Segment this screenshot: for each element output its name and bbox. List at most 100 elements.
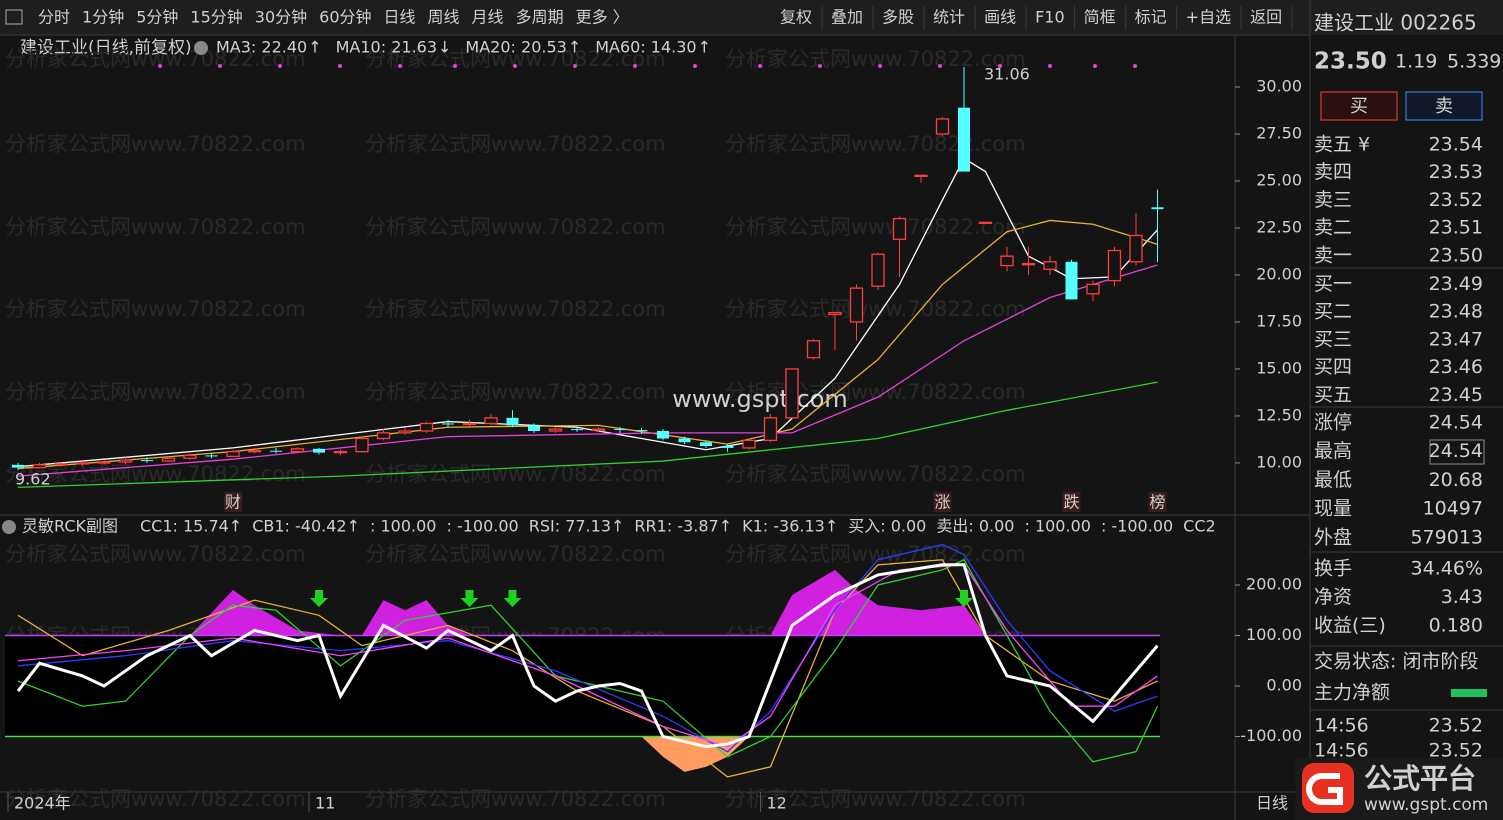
quote-label: 卖三 bbox=[1314, 189, 1352, 211]
toolbar-tab[interactable]: 15分钟 bbox=[190, 8, 242, 27]
toolbar-button[interactable]: 统计 bbox=[933, 8, 965, 27]
quote-label: 14:56 bbox=[1314, 740, 1369, 762]
quote-value: 23.54 bbox=[1429, 134, 1483, 156]
sell-label[interactable]: 卖 bbox=[1435, 96, 1453, 117]
toolbar-button[interactable]: 简框 bbox=[1084, 8, 1116, 27]
watermark: 分析家公式网www.70822.com bbox=[725, 297, 1026, 321]
toolbar-button[interactable]: 画线 bbox=[984, 8, 1016, 27]
toolbar-button[interactable]: 叠加 bbox=[831, 8, 863, 27]
quote-value: 20.68 bbox=[1429, 469, 1483, 491]
toolbar-tab[interactable]: 30分钟 bbox=[255, 8, 307, 27]
toolbar-button[interactable]: 多股 bbox=[882, 8, 914, 27]
quote-value: 23.52 bbox=[1429, 740, 1483, 762]
y-tick-label: 0.00 bbox=[1266, 676, 1302, 695]
y-tick-label: 12.50 bbox=[1256, 405, 1302, 424]
y-tick-label: 20.00 bbox=[1256, 264, 1302, 283]
candle-body bbox=[591, 428, 606, 431]
toolbar-button[interactable]: 复权 bbox=[780, 8, 812, 27]
watermark: 分析家公式网www.70822.com bbox=[725, 787, 1026, 811]
watermark: 分析家公式网www.70822.com bbox=[365, 542, 666, 566]
quote-label: 卖一 bbox=[1314, 244, 1352, 266]
quote-label: 卖二 bbox=[1314, 217, 1352, 239]
quote-label: 最低 bbox=[1314, 469, 1352, 491]
candle-body bbox=[376, 432, 391, 440]
indicator-legend: 卖出: 0.00 bbox=[936, 517, 1014, 536]
toolbar-button[interactable]: 返回 bbox=[1250, 8, 1282, 27]
logo-mark bbox=[1306, 773, 1343, 805]
marker-dot bbox=[938, 64, 942, 68]
price-annotation: 9.62 bbox=[15, 470, 51, 489]
candle-body bbox=[571, 429, 583, 431]
logo-title: 公式平台 bbox=[1364, 762, 1476, 795]
quote-value: 24.54 bbox=[1429, 412, 1483, 434]
toolbar-button[interactable]: F10 bbox=[1035, 8, 1065, 27]
marker-dot bbox=[278, 64, 282, 68]
candle-body bbox=[32, 464, 47, 469]
toolbar-tab[interactable]: 更多 〉 bbox=[576, 8, 629, 27]
quote-label: 外盘 bbox=[1314, 526, 1352, 548]
high-box bbox=[1429, 439, 1485, 465]
indicator-legend: K1: -36.13↑ bbox=[742, 517, 838, 536]
candle-body bbox=[1151, 207, 1164, 210]
event-badge bbox=[224, 492, 242, 512]
candle-body bbox=[462, 422, 477, 426]
candle-body bbox=[828, 311, 842, 316]
ma-arrow: ↑ bbox=[308, 38, 321, 57]
candle-body bbox=[1000, 255, 1014, 267]
sell-button[interactable] bbox=[1405, 91, 1483, 121]
indicator-legend: : -100.00 bbox=[1101, 517, 1173, 536]
buy-button[interactable] bbox=[1320, 91, 1398, 121]
toolbar-tab[interactable]: 分时 bbox=[38, 8, 70, 27]
y-tick-label: 22.50 bbox=[1256, 217, 1302, 236]
y-tick-label: 200.00 bbox=[1246, 575, 1302, 594]
marker-dot bbox=[513, 64, 517, 68]
candle-body bbox=[721, 446, 734, 448]
watermark: 分析家公式网www.70822.com bbox=[5, 215, 306, 239]
event-marker: 涨 bbox=[934, 493, 950, 512]
candle-body bbox=[935, 118, 950, 135]
quote-value: 23.46 bbox=[1429, 356, 1483, 378]
ma-arrow: ↓ bbox=[438, 38, 451, 57]
marker-dot bbox=[1048, 64, 1052, 68]
toolbar-tab[interactable]: 5分钟 bbox=[136, 8, 178, 27]
watermark: 分析家公式网www.70822.com bbox=[365, 297, 666, 321]
candle-body bbox=[506, 417, 519, 426]
last-price: 23.50 bbox=[1314, 49, 1387, 75]
buy-label[interactable]: 买 bbox=[1350, 96, 1368, 117]
event-marker: 财 bbox=[225, 493, 241, 512]
quote-value: 23.52 bbox=[1429, 715, 1483, 737]
marker-dot bbox=[1133, 64, 1137, 68]
y-tick-label: 27.50 bbox=[1256, 123, 1302, 142]
toolbar-tab[interactable]: 周线 bbox=[428, 8, 460, 27]
toolbar-button[interactable]: 标记 bbox=[1135, 8, 1167, 27]
toolbar-tab[interactable]: 1分钟 bbox=[82, 8, 124, 27]
indicator-legend: : 100.00 bbox=[1024, 517, 1090, 536]
quote-value: 3.43 bbox=[1441, 586, 1483, 608]
toolbar-tab[interactable]: 多周期 bbox=[516, 8, 564, 27]
indicator-title: 灵敏RCK副图 bbox=[22, 517, 118, 536]
quote-label: 卖四 bbox=[1314, 161, 1352, 183]
ma-line bbox=[17, 264, 1158, 477]
toolbar-tab[interactable]: 月线 bbox=[472, 8, 504, 27]
watermark: 分析家公式网www.70822.com bbox=[365, 380, 666, 404]
quote-value: 23.48 bbox=[1429, 301, 1483, 323]
quote-value: 23.50 bbox=[1429, 244, 1483, 266]
candle-body bbox=[333, 451, 348, 454]
quote-label: 净资 bbox=[1314, 586, 1352, 608]
candle-body bbox=[226, 451, 240, 458]
marker-dot bbox=[398, 64, 402, 68]
toolbar-button[interactable]: +自选 bbox=[1186, 8, 1231, 27]
toolbar-tab[interactable]: 60分钟 bbox=[319, 8, 371, 27]
watermark: 分析家公式网www.70822.com bbox=[365, 215, 666, 239]
quote-value: 23.45 bbox=[1429, 384, 1483, 406]
quote-value: 34.46% bbox=[1411, 558, 1483, 580]
event-badge bbox=[1148, 492, 1167, 512]
candle-body bbox=[355, 437, 369, 453]
marker-dot bbox=[693, 64, 697, 68]
candle-body bbox=[247, 450, 262, 453]
indicator-legend: RR1: -3.87↑ bbox=[634, 517, 732, 536]
signal-arrow bbox=[955, 590, 973, 607]
candle-body bbox=[849, 287, 864, 323]
toolbar-tab[interactable]: 日线 bbox=[384, 8, 416, 27]
price-pct: 5.339 bbox=[1447, 51, 1501, 73]
